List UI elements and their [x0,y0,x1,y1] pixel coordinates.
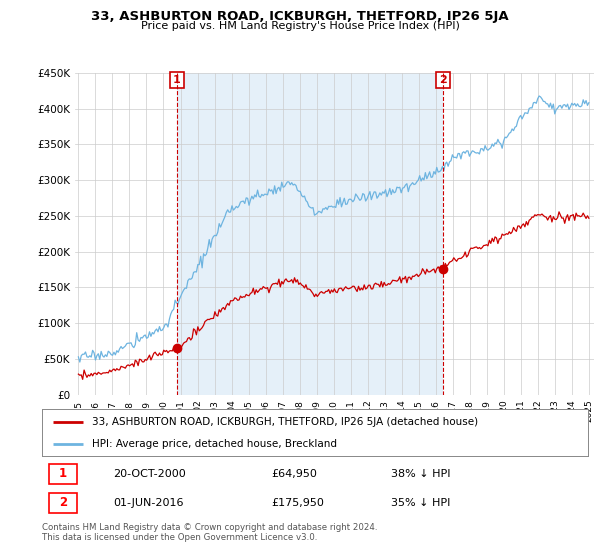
Text: 1: 1 [59,467,67,480]
FancyBboxPatch shape [49,464,77,484]
Text: 2: 2 [439,75,447,85]
Text: 20-OCT-2000: 20-OCT-2000 [113,469,186,479]
Bar [177,73,443,395]
Text: £64,950: £64,950 [271,469,317,479]
Text: 1: 1 [173,75,181,85]
Text: 33, ASHBURTON ROAD, ICKBURGH, THETFORD, IP26 5JA (detached house): 33, ASHBURTON ROAD, ICKBURGH, THETFORD, … [92,417,478,427]
Text: HPI: Average price, detached house, Breckland: HPI: Average price, detached house, Brec… [92,438,337,449]
Text: 01-JUN-2016: 01-JUN-2016 [113,498,184,508]
Text: Contains HM Land Registry data © Crown copyright and database right 2024.
This d: Contains HM Land Registry data © Crown c… [42,523,377,543]
Text: £175,950: £175,950 [271,498,324,508]
Text: 33, ASHBURTON ROAD, ICKBURGH, THETFORD, IP26 5JA: 33, ASHBURTON ROAD, ICKBURGH, THETFORD, … [91,10,509,23]
Text: 2: 2 [59,496,67,510]
Text: 38% ↓ HPI: 38% ↓ HPI [391,469,451,479]
FancyBboxPatch shape [49,493,77,513]
Text: Price paid vs. HM Land Registry's House Price Index (HPI): Price paid vs. HM Land Registry's House … [140,21,460,31]
Text: 35% ↓ HPI: 35% ↓ HPI [391,498,451,508]
